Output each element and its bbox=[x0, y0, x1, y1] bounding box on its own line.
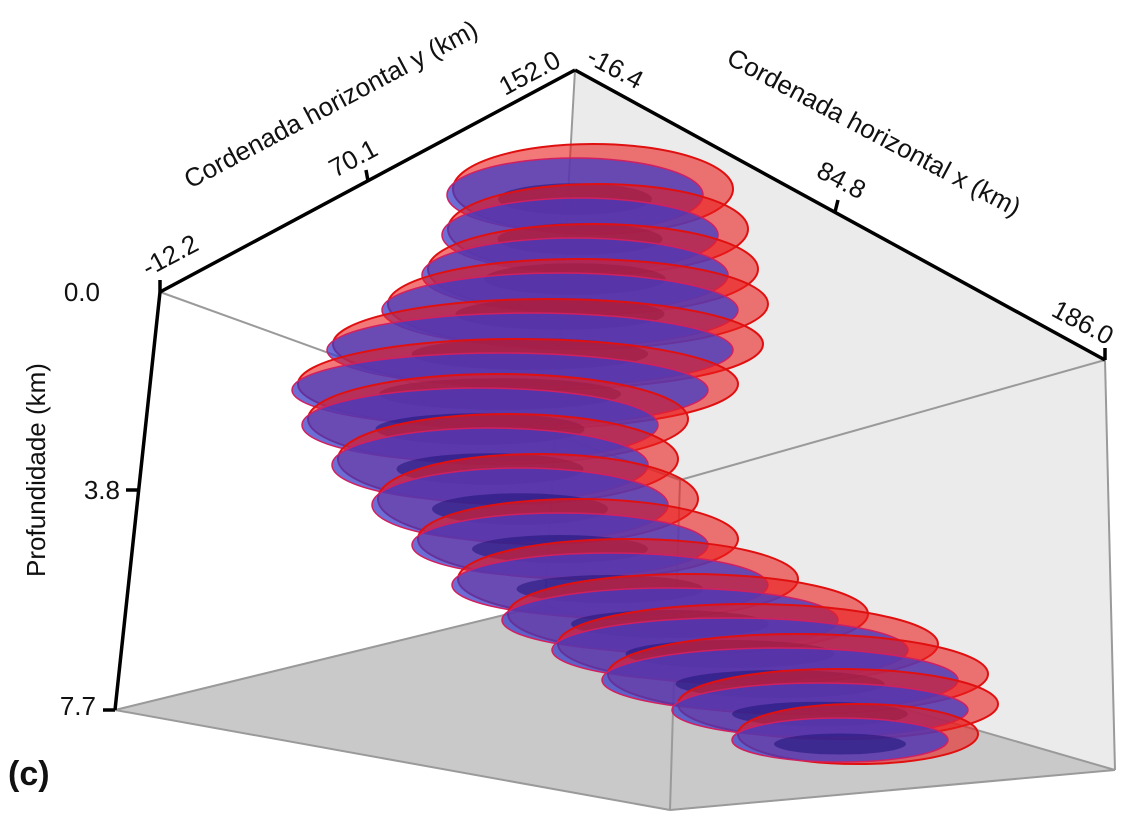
tick-label: 3.8 bbox=[84, 475, 120, 505]
tick-label: 84.8 bbox=[812, 155, 871, 205]
blue-slab-shadow bbox=[774, 733, 906, 755]
axis-label: Profundidade (km) bbox=[21, 363, 51, 577]
panel-label: (c) bbox=[8, 755, 50, 793]
tick-label: 0.0 bbox=[64, 277, 100, 307]
volume-body bbox=[291, 143, 999, 765]
axes bbox=[103, 68, 1107, 712]
tick-label: 7.7 bbox=[60, 691, 96, 721]
